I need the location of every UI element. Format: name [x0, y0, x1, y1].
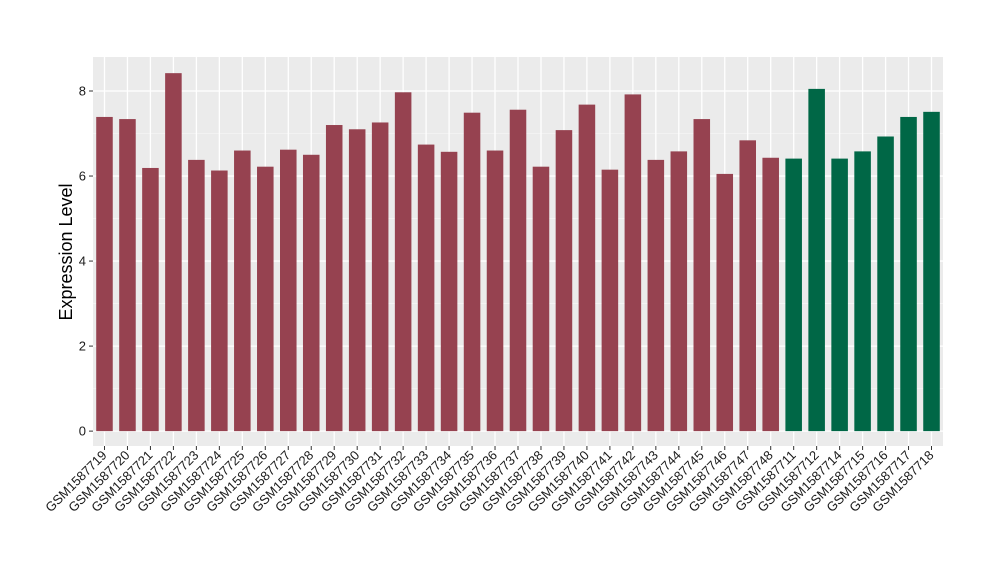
bar-GSM1587735	[463, 112, 481, 432]
bar-GSM1587711	[785, 158, 802, 432]
bar-GSM1587724	[211, 170, 228, 432]
bar-GSM1587712	[808, 88, 825, 432]
y-tick-label: 8	[79, 84, 86, 99]
bar-GSM1587719	[96, 116, 113, 432]
y-tick-label: 2	[79, 339, 86, 354]
bar-GSM1587715	[854, 151, 871, 432]
bar-GSM1587723	[188, 159, 205, 432]
bar-GSM1587718	[923, 111, 940, 432]
bar-GSM1587716	[877, 136, 894, 432]
y-tick-label: 4	[79, 254, 86, 269]
bar-GSM1587732	[394, 92, 412, 432]
bar-GSM1587722	[165, 73, 182, 432]
bar-GSM1587727	[280, 149, 297, 432]
y-axis: 0 2 4 6 8	[79, 84, 93, 439]
bars	[96, 73, 940, 432]
bar-GSM1587726	[257, 166, 274, 432]
bar-GSM1587729	[325, 125, 343, 432]
bar-GSM1587731	[371, 122, 389, 432]
bar-GSM1587747	[739, 140, 756, 432]
bar-GSM1587730	[348, 129, 366, 432]
bar-GSM1587739	[555, 130, 573, 432]
bar-GSM1587740	[578, 104, 596, 432]
bar-GSM1587725	[234, 150, 251, 432]
bar-GSM1587744	[670, 151, 688, 432]
bar-GSM1587714	[831, 158, 848, 432]
bar-GSM1587746	[716, 173, 734, 432]
bar-GSM1587717	[900, 116, 917, 432]
y-axis-title: Expression Level	[56, 183, 76, 320]
bar-GSM1587728	[302, 154, 320, 432]
bar-GSM1587737	[509, 109, 527, 432]
bar-GSM1587741	[601, 169, 619, 432]
bar-GSM1587733	[417, 144, 435, 432]
y-tick-label: 6	[79, 169, 86, 184]
bar-GSM1587736	[486, 150, 504, 432]
bar-GSM1587738	[532, 166, 550, 432]
bar-GSM1587734	[440, 151, 458, 432]
x-axis: GSM1587719GSM1587720GSM1587721GSM1587722…	[42, 446, 937, 515]
bar-GSM1587743	[647, 159, 665, 432]
y-tick-label: 0	[79, 424, 86, 439]
bar-GSM1587742	[624, 94, 642, 432]
bar-GSM1587720	[119, 119, 136, 432]
bar-GSM1587748	[762, 157, 779, 432]
bar-GSM1587721	[142, 167, 159, 432]
bar-GSM1587745	[693, 119, 711, 432]
